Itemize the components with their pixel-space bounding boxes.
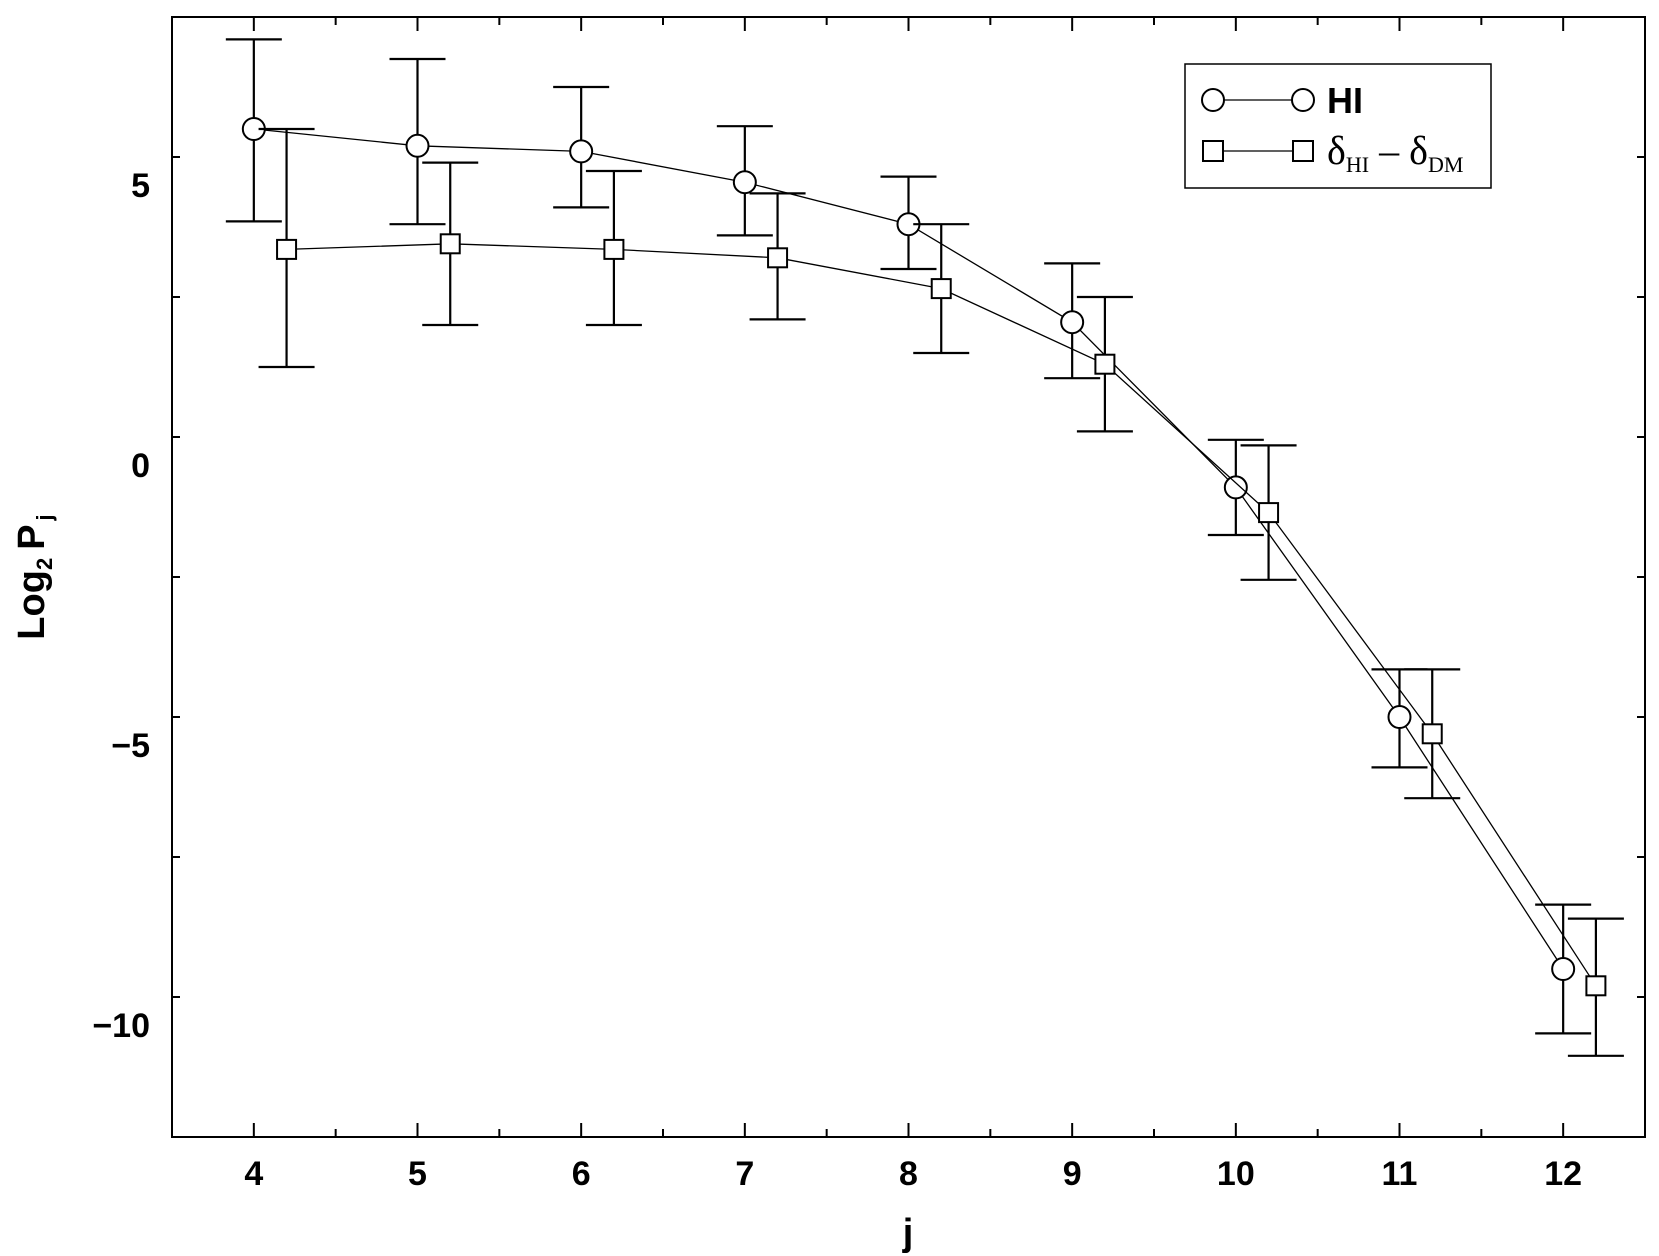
data-point-circle [1551,957,1576,981]
data-point-square [603,238,625,260]
y-axis-title-symbol: P [11,524,53,549]
data-point-circle [405,133,430,158]
data-point-circle [732,170,757,195]
data-point-square [767,247,789,269]
y-axis-title-base: 2 [32,558,57,570]
legend-diff-minus: – [1378,128,1400,173]
legend-diff-sub-dm: DM [1428,152,1463,177]
data-point-circle [1223,475,1248,500]
legend-marker-hi-left [1201,88,1225,112]
legend-marker-diff-right [1292,140,1314,162]
x-tick-label: 5 [408,1155,427,1193]
y-axis-title-main: Log [11,570,53,640]
data-point-circle [569,139,594,164]
series-layer [225,38,1624,1057]
data-point-square [930,278,952,300]
legend-box [1184,63,1492,189]
legend-diff-delta-1: δ [1327,128,1346,173]
data-point-square [276,238,298,260]
x-tick-label: 4 [244,1155,263,1193]
x-tick-label: 9 [1063,1155,1082,1193]
legend-diff-sub-hi: HI [1346,152,1369,177]
legend: HI δHI – δDM [1184,63,1492,189]
x-axis-title: j [902,1212,914,1254]
data-point-square [1094,353,1116,375]
x-tick-label: 11 [1382,1155,1418,1193]
legend-label-hi: HI [1327,80,1363,121]
x-tick-label: 10 [1217,1155,1255,1193]
data-point-square [439,233,461,255]
data-point-square [1421,723,1443,745]
legend-marker-diff-left [1202,140,1224,162]
y-tick-label: 5 [131,167,150,205]
x-tick-label: 12 [1544,1155,1582,1193]
series-delta-diff [258,127,1624,1057]
axes: 4 5 6 7 8 9 10 11 12 −10 −5 0 5 [92,17,1645,1193]
data-point-square [1585,975,1607,997]
x-tick-label: 6 [572,1155,591,1193]
series-line [286,243,1597,987]
y-axis-title: Log2 Pj [11,514,57,639]
legend-marker-hi-right [1291,88,1315,112]
y-axis-title-subscript: j [32,514,57,521]
x-tick-label: 8 [899,1155,918,1193]
y-tick-label: 0 [131,447,150,485]
data-point-circle [1060,310,1085,335]
x-tick-label: 7 [735,1155,754,1193]
legend-label-diff: δHI – δDM [1327,128,1463,177]
data-point-square [1258,502,1280,524]
y-tick-label: −10 [92,1007,150,1045]
data-point-circle [1387,705,1412,729]
series-hi [225,38,1592,1035]
y-tick-label: −5 [111,727,150,765]
legend-diff-delta-2: δ [1409,128,1428,173]
